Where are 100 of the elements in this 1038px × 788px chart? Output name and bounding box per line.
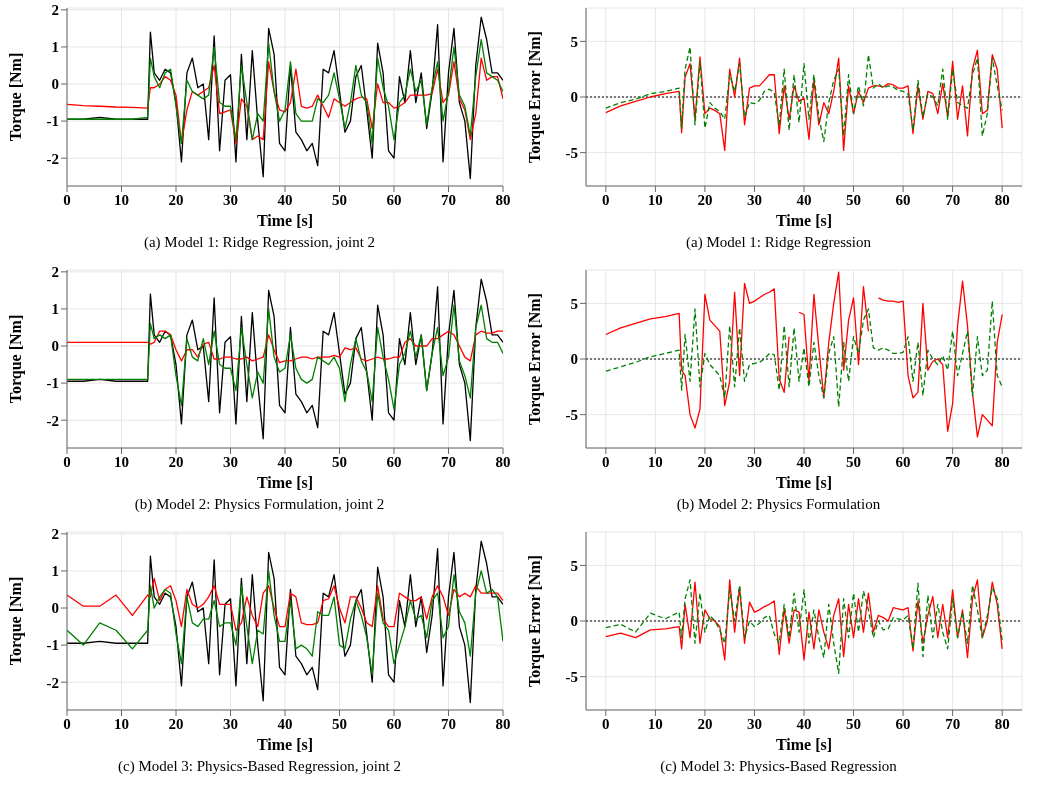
x-tick-label: 10 xyxy=(113,715,129,732)
x-tick-label: 0 xyxy=(62,715,71,732)
y-tick-label: -2 xyxy=(46,674,59,691)
y-tick-label: -1 xyxy=(46,113,59,130)
line-series xyxy=(66,304,503,410)
y-axis-title: Torque [Nm] xyxy=(6,314,25,404)
x-tick-label: 40 xyxy=(796,191,811,208)
x-tick-label: 60 xyxy=(895,191,911,208)
x-axis-title: Time [s] xyxy=(256,474,313,491)
x-tick-label: 10 xyxy=(647,715,663,732)
x-tick-label: 30 xyxy=(746,715,762,732)
line-series xyxy=(66,577,503,631)
text: (a) Model 1: Ridge Regression, joint 2 xyxy=(143,234,376,251)
x-tick-label: 10 xyxy=(113,191,129,208)
x-tick-label: 50 xyxy=(331,453,347,470)
x-tick-label: 80 xyxy=(994,191,1010,208)
x-tick-label: 50 xyxy=(845,191,861,208)
y-axis-title: Torque [Nm] xyxy=(6,52,25,142)
x-tick-label: 30 xyxy=(746,453,762,470)
x-tick-label: 50 xyxy=(331,191,347,208)
x-tick-label: 0 xyxy=(601,715,610,732)
x-tick-label: 80 xyxy=(495,453,510,470)
y-tick-label: -5 xyxy=(565,406,578,423)
x-tick-label: 80 xyxy=(994,453,1010,470)
x-tick-label: 70 xyxy=(944,453,960,470)
y-tick-label: 0 xyxy=(51,338,59,355)
line-series xyxy=(66,570,503,676)
x-tick-label: 30 xyxy=(222,715,238,732)
x-tick-label: 20 xyxy=(168,191,183,208)
y-tick-label: -1 xyxy=(46,375,59,392)
x-tick-label: 60 xyxy=(386,453,401,470)
y-tick-label: 1 xyxy=(51,301,59,318)
x-tick-label: 0 xyxy=(62,453,71,470)
x-tick-label: 10 xyxy=(113,453,129,470)
x-tick-label: 70 xyxy=(440,191,456,208)
x-tick-label: 80 xyxy=(495,191,510,208)
line-series xyxy=(66,330,503,364)
y-tick-label: 0 xyxy=(570,613,578,630)
y-axis-title: Torque Error [Nm] xyxy=(525,555,544,687)
x-tick-label: 40 xyxy=(796,715,811,732)
x-tick-label: 40 xyxy=(277,715,292,732)
y-tick-label: 1 xyxy=(51,39,59,56)
y-tick-label: -5 xyxy=(565,668,578,685)
x-tick-label: 70 xyxy=(944,191,960,208)
y-tick-label: -5 xyxy=(565,144,578,161)
x-tick-label: 20 xyxy=(168,715,183,732)
y-axis-title: Torque Error [Nm] xyxy=(525,31,544,163)
x-tick-label: 70 xyxy=(944,715,960,732)
x-tick-label: 40 xyxy=(277,191,292,208)
x-tick-label: 80 xyxy=(495,715,510,732)
x-tick-label: 40 xyxy=(796,453,811,470)
x-tick-label: 20 xyxy=(696,715,712,732)
x-tick-label: 70 xyxy=(440,453,456,470)
x-axis-title: Time [s] xyxy=(256,212,313,229)
x-tick-label: 60 xyxy=(895,715,911,732)
x-tick-label: 0 xyxy=(601,453,610,470)
x-tick-label: 30 xyxy=(746,191,762,208)
text: (a) Model 1: Ridge Regression xyxy=(686,234,871,251)
x-tick-label: 50 xyxy=(331,715,347,732)
x-tick-label: 60 xyxy=(386,715,401,732)
x-tick-label: 0 xyxy=(601,191,610,208)
x-axis-title: Time [s] xyxy=(775,474,832,491)
x-axis-title: Time [s] xyxy=(775,736,832,753)
x-axis-title: Time [s] xyxy=(256,736,313,753)
x-tick-label: 80 xyxy=(994,715,1010,732)
y-tick-label: 5 xyxy=(570,33,578,50)
y-tick-label: 0 xyxy=(570,351,578,368)
y-tick-label: 0 xyxy=(51,600,59,617)
x-tick-label: 10 xyxy=(647,453,663,470)
x-tick-label: 20 xyxy=(168,453,183,470)
y-tick-label: 0 xyxy=(51,76,59,93)
y-tick-label: 2 xyxy=(51,2,59,19)
y-tick-label: 2 xyxy=(51,526,59,543)
x-tick-label: 10 xyxy=(647,191,663,208)
text: (c) Model 3: Physics-Based Regression, joint 2 xyxy=(118,758,401,775)
x-tick-label: 20 xyxy=(696,453,712,470)
line-series xyxy=(604,300,1003,408)
y-tick-label: -2 xyxy=(46,412,59,429)
text: (b) Model 2: Physics Formulation xyxy=(676,496,881,513)
x-tick-label: 70 xyxy=(440,715,456,732)
x-tick-label: 30 xyxy=(222,453,238,470)
x-tick-label: 60 xyxy=(895,453,911,470)
x-tick-label: 20 xyxy=(696,191,712,208)
y-axis-title: Torque Error [Nm] xyxy=(525,293,544,425)
y-tick-label: 2 xyxy=(51,264,59,281)
text: (b) Model 2: Physics Formulation, joint 2 xyxy=(134,496,385,513)
x-tick-label: 40 xyxy=(277,453,292,470)
y-tick-label: 0 xyxy=(570,89,578,106)
x-tick-label: 30 xyxy=(222,191,238,208)
x-tick-label: 0 xyxy=(62,191,71,208)
y-axis-title: Torque [Nm] xyxy=(6,576,25,666)
line-series xyxy=(66,540,503,704)
x-tick-label: 60 xyxy=(386,191,401,208)
line-series xyxy=(66,278,503,442)
text: (c) Model 3: Physics-Based Regression xyxy=(660,758,897,775)
y-tick-label: -1 xyxy=(46,637,59,654)
y-tick-label: 1 xyxy=(51,563,59,580)
y-tick-label: 5 xyxy=(570,295,578,312)
x-tick-label: 50 xyxy=(845,715,861,732)
y-tick-label: -2 xyxy=(46,150,59,167)
